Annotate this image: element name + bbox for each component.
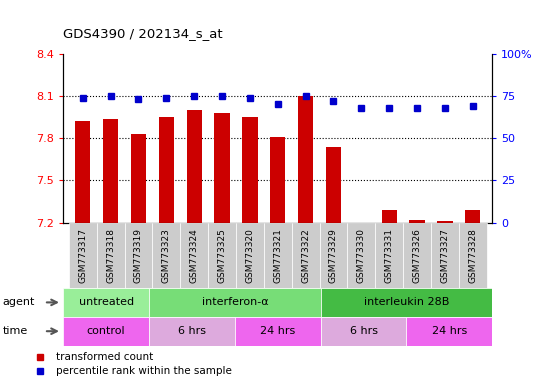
- Bar: [264, 223, 292, 288]
- Bar: [382, 210, 397, 223]
- Bar: [465, 210, 480, 223]
- Bar: [180, 223, 208, 288]
- Bar: [292, 223, 320, 288]
- Text: GSM773328: GSM773328: [468, 228, 477, 283]
- Text: 6 hrs: 6 hrs: [178, 326, 206, 336]
- Text: GSM773323: GSM773323: [162, 228, 171, 283]
- Text: GSM773326: GSM773326: [412, 228, 421, 283]
- Bar: [403, 223, 431, 288]
- Bar: [320, 223, 348, 288]
- Text: GSM773322: GSM773322: [301, 228, 310, 283]
- Bar: [149, 288, 321, 317]
- Bar: [298, 96, 314, 223]
- Bar: [124, 223, 152, 288]
- Text: GSM773330: GSM773330: [357, 228, 366, 283]
- Bar: [75, 121, 90, 223]
- Text: GSM773331: GSM773331: [384, 228, 394, 283]
- Text: GSM773327: GSM773327: [441, 228, 449, 283]
- Bar: [437, 221, 453, 223]
- Text: time: time: [3, 326, 28, 336]
- Text: GSM773324: GSM773324: [190, 228, 199, 283]
- Text: GSM773318: GSM773318: [106, 228, 115, 283]
- Text: interleukin 28B: interleukin 28B: [364, 297, 449, 308]
- Text: interferon-α: interferon-α: [201, 297, 268, 308]
- Bar: [409, 220, 425, 223]
- Bar: [406, 317, 492, 346]
- Text: GSM773320: GSM773320: [245, 228, 255, 283]
- Bar: [321, 317, 406, 346]
- Text: GSM773329: GSM773329: [329, 228, 338, 283]
- Bar: [375, 223, 403, 288]
- Text: percentile rank within the sample: percentile rank within the sample: [56, 366, 232, 376]
- Text: 6 hrs: 6 hrs: [350, 326, 377, 336]
- Text: control: control: [87, 326, 125, 336]
- Text: 24 hrs: 24 hrs: [260, 326, 295, 336]
- Bar: [103, 119, 118, 223]
- Text: 24 hrs: 24 hrs: [432, 326, 467, 336]
- Text: agent: agent: [3, 297, 35, 308]
- Bar: [186, 110, 202, 223]
- Bar: [348, 223, 375, 288]
- Bar: [158, 117, 174, 223]
- Bar: [63, 288, 149, 317]
- Bar: [214, 113, 230, 223]
- Bar: [63, 317, 149, 346]
- Bar: [235, 317, 321, 346]
- Bar: [431, 223, 459, 288]
- Bar: [97, 223, 124, 288]
- Bar: [459, 223, 487, 288]
- Bar: [242, 117, 257, 223]
- Text: transformed count: transformed count: [56, 352, 153, 362]
- Bar: [149, 317, 235, 346]
- Text: untreated: untreated: [79, 297, 134, 308]
- Text: GSM773325: GSM773325: [218, 228, 227, 283]
- Bar: [270, 137, 285, 223]
- Text: GSM773319: GSM773319: [134, 228, 143, 283]
- Text: GDS4390 / 202134_s_at: GDS4390 / 202134_s_at: [63, 27, 223, 40]
- Bar: [208, 223, 236, 288]
- Bar: [236, 223, 264, 288]
- Bar: [321, 288, 492, 317]
- Text: GSM773317: GSM773317: [78, 228, 87, 283]
- Bar: [69, 223, 97, 288]
- Bar: [131, 134, 146, 223]
- Text: GSM773321: GSM773321: [273, 228, 282, 283]
- Bar: [152, 223, 180, 288]
- Bar: [326, 147, 341, 223]
